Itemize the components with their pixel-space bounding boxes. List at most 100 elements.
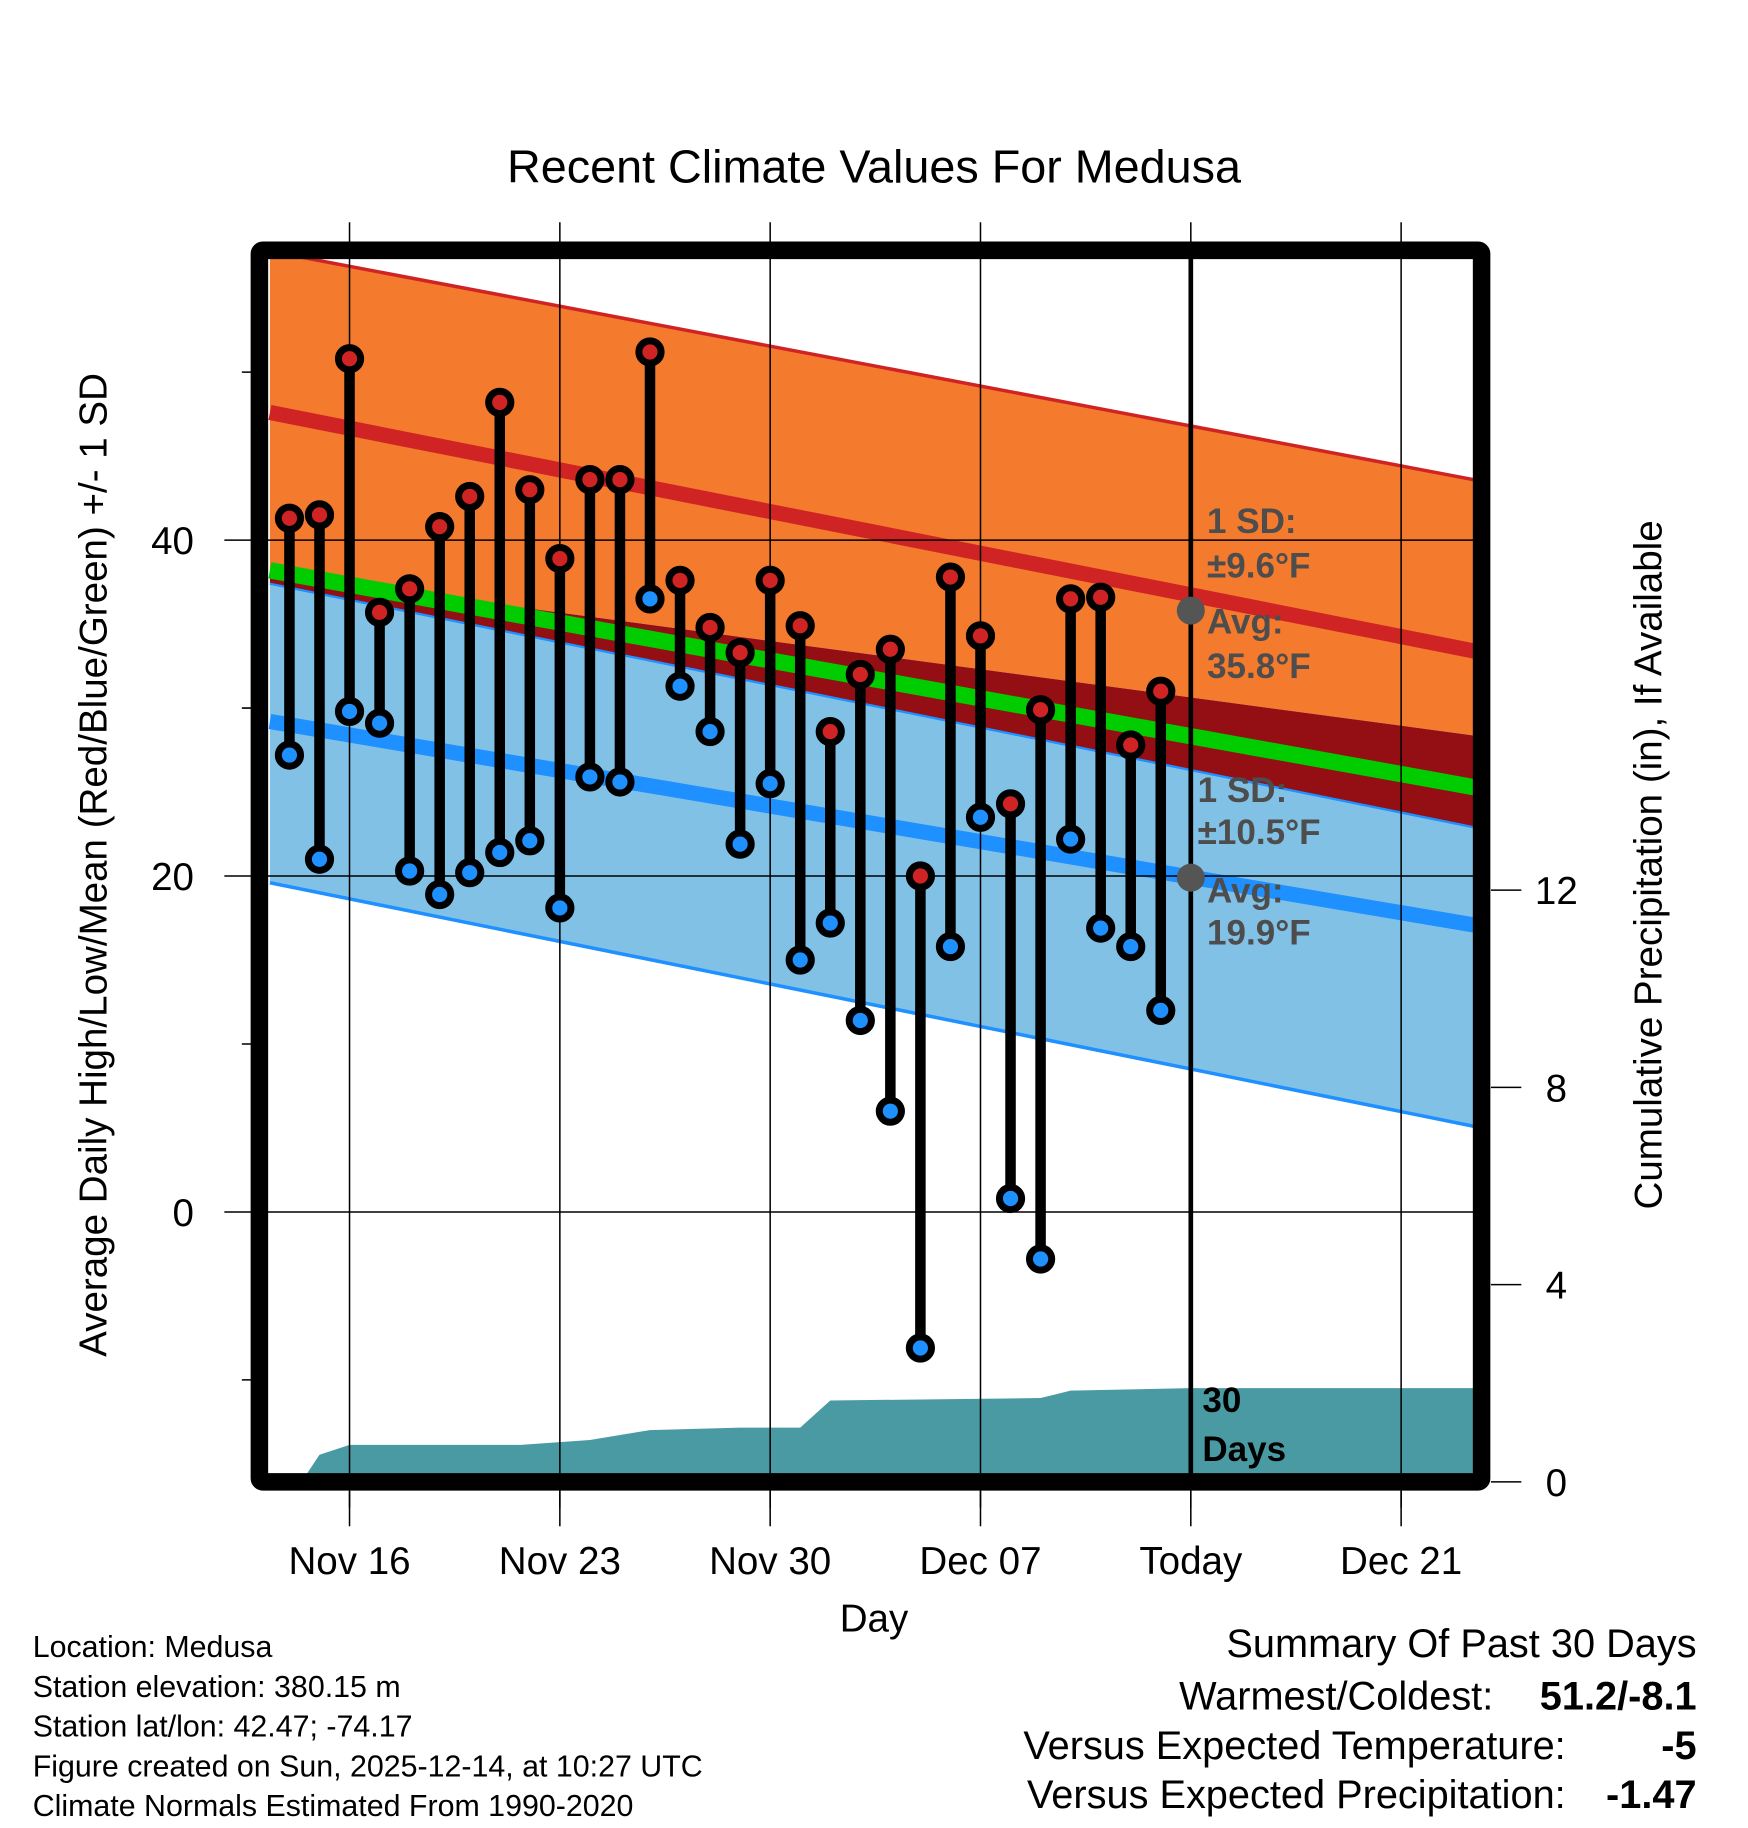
high-temp-point (274, 503, 305, 533)
low-temp-point (605, 767, 635, 797)
summary-label-precip: Versus Expected Precipitation: (1027, 1773, 1566, 1817)
high-temp-point (485, 387, 515, 417)
low-temp-point (515, 826, 545, 856)
low-temp-point (364, 708, 395, 738)
high-temp-point (875, 634, 905, 664)
low-temp-point (935, 931, 966, 962)
chart-title: Recent Climate Values For Medusa (507, 141, 1241, 193)
high-upper-sd-line (269, 250, 1482, 483)
low-temp-point (665, 671, 695, 701)
precipitation-area (301, 1388, 1482, 1482)
high-temp-point (425, 512, 455, 542)
high-temp-point (635, 337, 665, 367)
low-temp-point (1146, 995, 1176, 1026)
low-temp-point (425, 879, 455, 910)
summary-value-warmest: 51.2/-8.1 (1540, 1675, 1697, 1719)
high-temp-point (1086, 582, 1116, 612)
high-temp-point (515, 475, 545, 505)
low-temp-point (575, 762, 605, 792)
high-temp-point (1056, 584, 1086, 614)
y-tick-label: 20 (151, 856, 194, 899)
overlap-band (269, 573, 1482, 829)
x-axis-label: Day (840, 1597, 909, 1640)
high-temp-point (665, 565, 695, 596)
high-temp-point (815, 716, 845, 747)
y-tick-label: 0 (173, 1192, 194, 1235)
high-temp-point (334, 344, 365, 374)
high-temp-point (965, 621, 996, 651)
y2-tick-label: 12 (1535, 870, 1578, 913)
x-tick-label: Dec 21 (1340, 1540, 1462, 1583)
low-temp-point (274, 740, 305, 770)
low-temp-point (1086, 913, 1116, 943)
low-temp-point (334, 696, 365, 727)
low-temp-point (905, 1333, 936, 1363)
low-temp-point (995, 1183, 1026, 1214)
low-temp-point (635, 584, 665, 614)
info-line: Station elevation: 380.15 m (33, 1671, 401, 1704)
high-temp-point (995, 789, 1026, 819)
low-temp-point (304, 844, 335, 874)
high-sd-value: ±9.6°F (1207, 546, 1310, 585)
high-temp-point (575, 465, 605, 495)
high-temp-point (1025, 695, 1056, 725)
plot-frame (250, 241, 1491, 1491)
low-temp-point (485, 837, 515, 868)
high-temp-point (935, 562, 966, 592)
low-temp-point (455, 858, 485, 888)
low-sd-value: ±10.5°F (1198, 813, 1321, 852)
high-avg-today-marker (1176, 596, 1205, 625)
high-temp-point (755, 565, 785, 596)
info-line: Location: Medusa (33, 1631, 273, 1664)
summary-value-precip: -1.47 (1606, 1773, 1697, 1817)
y-tick-label: 40 (151, 520, 194, 563)
summary-label-warmest: Warmest/Coldest: (1179, 1675, 1493, 1719)
low-temp-point (815, 908, 845, 938)
high-temp-point (905, 861, 936, 891)
low-temp-point (1116, 931, 1146, 962)
window-days-number: 30 (1202, 1381, 1241, 1420)
low-temp-point (845, 1005, 875, 1036)
low-temp-point (755, 769, 785, 799)
info-line: Climate Normals Estimated From 1990-2020 (33, 1790, 634, 1823)
low-temp-point (785, 945, 815, 975)
low-temp-point (1025, 1244, 1056, 1274)
summary-label-temp: Versus Expected Temperature: (1023, 1724, 1565, 1768)
high-temp-point (1116, 730, 1146, 760)
high-normal-line (268, 404, 1482, 661)
low-temp-point (545, 893, 575, 923)
x-tick-label: Today (1139, 1540, 1243, 1583)
y2-tick-label: 0 (1546, 1462, 1567, 1505)
high-temp-point (1146, 676, 1176, 706)
high-temp-point (304, 500, 335, 530)
low-avg-label: Avg: (1207, 871, 1284, 910)
high-temp-point (785, 611, 815, 641)
low-sd-label: 1 SD: (1198, 771, 1288, 810)
x-tick-label: Nov 23 (499, 1540, 621, 1583)
high-temp-point (455, 481, 485, 512)
x-tick-label: Nov 16 (288, 1540, 410, 1583)
x-tick-label: Nov 30 (709, 1540, 831, 1583)
low-temp-point (725, 829, 755, 859)
low-avg-value: 19.9°F (1207, 913, 1311, 952)
high-temp-point (605, 465, 635, 495)
high-temp-point (545, 543, 575, 574)
low-temp-point (1056, 824, 1086, 854)
low-lower-sd-line (269, 881, 1482, 1130)
low-temp-point (695, 716, 725, 747)
low-avg-today-marker (1176, 863, 1205, 892)
window-days-label: Days (1202, 1430, 1286, 1469)
high-avg-label: Avg: (1207, 603, 1284, 642)
plot-area (268, 250, 1482, 1482)
low-temp-point (395, 856, 425, 886)
y2-axis-label: Cumulative Precipitation (in), If Availa… (1628, 520, 1671, 1209)
low-temp-point (965, 802, 996, 832)
high-temp-point (695, 612, 725, 643)
x-tick-label: Dec 07 (919, 1540, 1041, 1583)
high-sd-label: 1 SD: (1207, 502, 1297, 541)
high-temp-point (725, 638, 755, 668)
summary-panel: Summary Of Past 30 Days Warmest/Coldest:… (1023, 1622, 1696, 1817)
y2-tick-label: 4 (1546, 1265, 1567, 1308)
y-axis-label: Average Daily High/Low/Mean (Red/Blue/Gr… (72, 373, 115, 1357)
